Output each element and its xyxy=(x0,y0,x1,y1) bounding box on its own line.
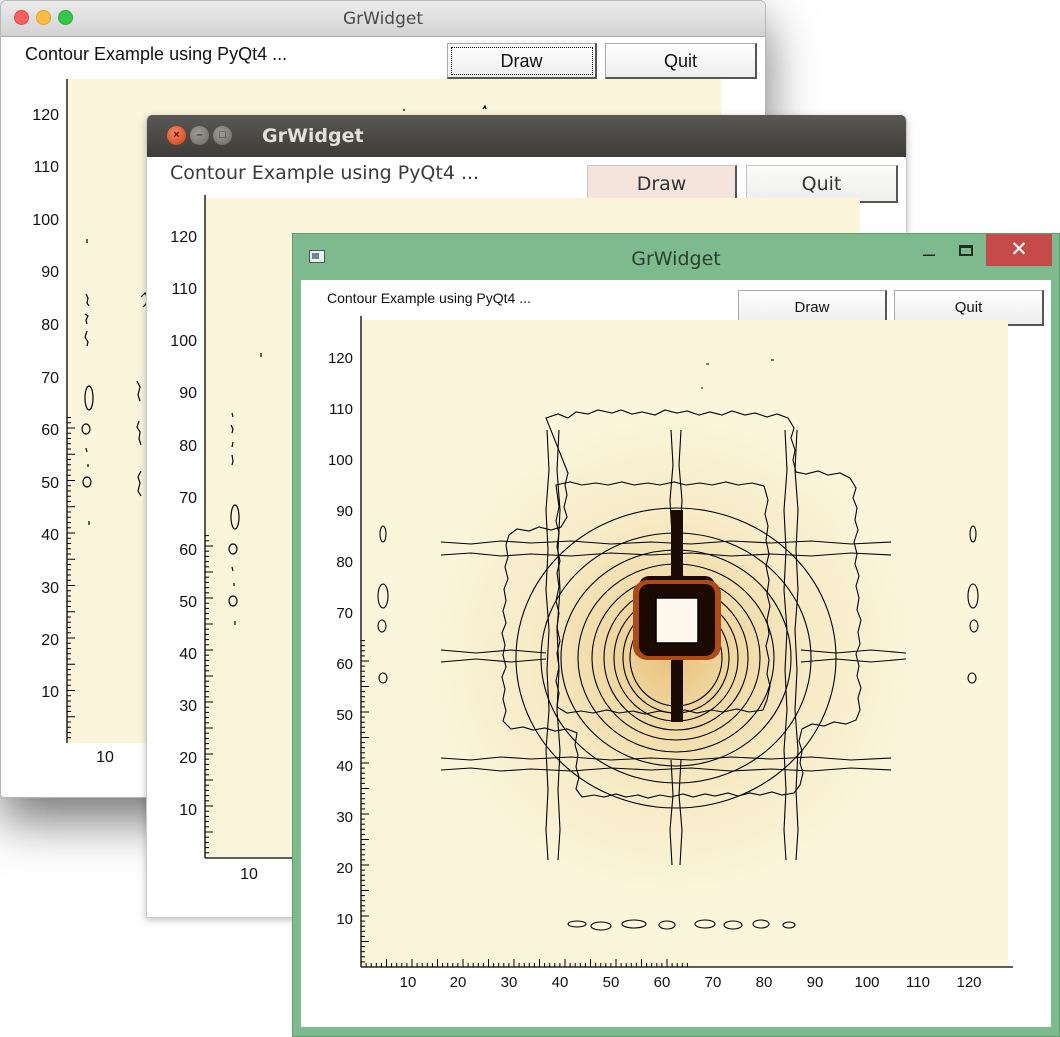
y-tick-label: 20 xyxy=(336,860,353,877)
x-tick-label: 100 xyxy=(854,974,879,991)
y-tick-label: 90 xyxy=(179,385,197,402)
y-tick-label: 80 xyxy=(336,554,353,571)
y-tick-label: 50 xyxy=(179,594,197,611)
y-tick-label: 80 xyxy=(179,438,197,455)
y-tick-label: 10 xyxy=(336,911,353,928)
client-area: Contour Example using PyQt4 ... Draw Qui… xyxy=(301,280,1051,1027)
window-title: GrWidget xyxy=(342,9,424,29)
header-label: Contour Example using PyQt4 ... xyxy=(327,290,531,306)
window-title: GrWidget xyxy=(631,248,721,270)
y-tick-label: 70 xyxy=(179,490,197,507)
contour-lines xyxy=(228,353,262,625)
y-tick-label: 10 xyxy=(41,684,59,701)
y-tick-label: 100 xyxy=(328,452,353,469)
y-tick-label: 90 xyxy=(41,264,59,281)
y-tick-marks xyxy=(361,640,369,963)
x-tick-label: 20 xyxy=(450,974,467,991)
y-tick-marks xyxy=(205,535,213,854)
y-tick-label: 50 xyxy=(41,475,59,492)
x-tick-label: 10 xyxy=(240,866,258,883)
y-tick-label: 100 xyxy=(170,333,197,350)
y-tick-label: 30 xyxy=(336,809,353,826)
close-icon[interactable]: × xyxy=(167,126,186,145)
y-tick-label: 120 xyxy=(32,107,59,124)
y-tick-label: 110 xyxy=(171,281,197,298)
y-tick-label: 20 xyxy=(41,632,59,649)
y-tick-labels: 120 110 100 90 80 70 60 50 40 30 20 10 xyxy=(32,107,59,701)
title-bar[interactable]: GrWidget xyxy=(1,1,765,37)
zoom-icon[interactable] xyxy=(58,10,73,25)
x-tick-label: 70 xyxy=(705,974,722,991)
y-tick-label: 110 xyxy=(33,159,59,176)
x-tick-label: 80 xyxy=(756,974,773,991)
minimize-icon[interactable]: – xyxy=(922,241,936,266)
x-tick-labels: 10 20 30 40 50 60 70 80 90 100 110 120 xyxy=(400,974,982,991)
y-tick-label: 120 xyxy=(170,229,197,246)
maximize-icon[interactable]: □ xyxy=(213,126,232,145)
y-tick-label: 40 xyxy=(336,758,353,775)
x-tick-label: 40 xyxy=(552,974,569,991)
draw-button[interactable]: Draw xyxy=(447,43,597,79)
y-tick-label: 110 xyxy=(329,401,353,418)
x-tick-label: 90 xyxy=(807,974,824,991)
y-tick-label: 90 xyxy=(336,503,353,520)
quit-button[interactable]: Quit xyxy=(605,43,757,79)
minimize-icon[interactable]: – xyxy=(190,126,209,145)
x-tick-label: 110 xyxy=(906,974,930,991)
y-tick-label: 70 xyxy=(336,605,353,622)
y-tick-label: 60 xyxy=(179,542,197,559)
y-tick-label: 40 xyxy=(179,646,197,663)
peak-core xyxy=(633,510,721,722)
x-tick-label: 60 xyxy=(654,974,671,991)
x-tick-label: 50 xyxy=(603,974,620,991)
header-label: Contour Example using PyQt4 ... xyxy=(25,44,288,64)
x-tick-label: 10 xyxy=(400,974,417,991)
y-tick-label: 10 xyxy=(179,802,197,819)
contour-plot: 120 110 100 90 80 70 60 50 40 30 20 10 1… xyxy=(328,316,1013,991)
y-tick-label: 20 xyxy=(179,750,197,767)
y-tick-label: 40 xyxy=(41,527,59,544)
y-tick-labels: 120 110 100 90 80 70 60 50 40 30 20 10 xyxy=(170,229,197,819)
close-icon[interactable]: ✕ xyxy=(986,234,1052,266)
close-icon[interactable] xyxy=(14,10,29,25)
x-tick-marks xyxy=(365,959,688,967)
maximize-icon[interactable] xyxy=(945,234,985,266)
y-tick-labels: 120 110 100 90 80 70 60 50 40 30 20 10 xyxy=(328,350,353,928)
x-tick-label: 120 xyxy=(956,974,981,991)
x-tick-label: 30 xyxy=(501,974,518,991)
y-tick-label: 80 xyxy=(41,317,59,334)
y-tick-marks xyxy=(67,417,75,739)
window-windows: GrWidget – ✕ Contour Example using PyQt4… xyxy=(292,233,1060,1037)
x-tick-label: 10 xyxy=(96,749,114,766)
y-tick-label: 60 xyxy=(336,656,353,673)
minimize-icon[interactable] xyxy=(36,10,51,25)
y-tick-label: 60 xyxy=(41,422,59,439)
window-title: GrWidget xyxy=(262,125,364,147)
y-tick-label: 30 xyxy=(179,698,197,715)
header-label: Contour Example using PyQt4 ... xyxy=(170,162,480,184)
y-tick-label: 30 xyxy=(41,580,59,597)
app-icon[interactable] xyxy=(309,250,325,263)
y-tick-label: 70 xyxy=(41,370,59,387)
y-tick-label: 120 xyxy=(328,350,353,367)
y-tick-label: 100 xyxy=(32,212,59,229)
y-tick-label: 50 xyxy=(336,707,353,724)
title-bar[interactable]: × – □ GrWidget xyxy=(147,115,906,157)
